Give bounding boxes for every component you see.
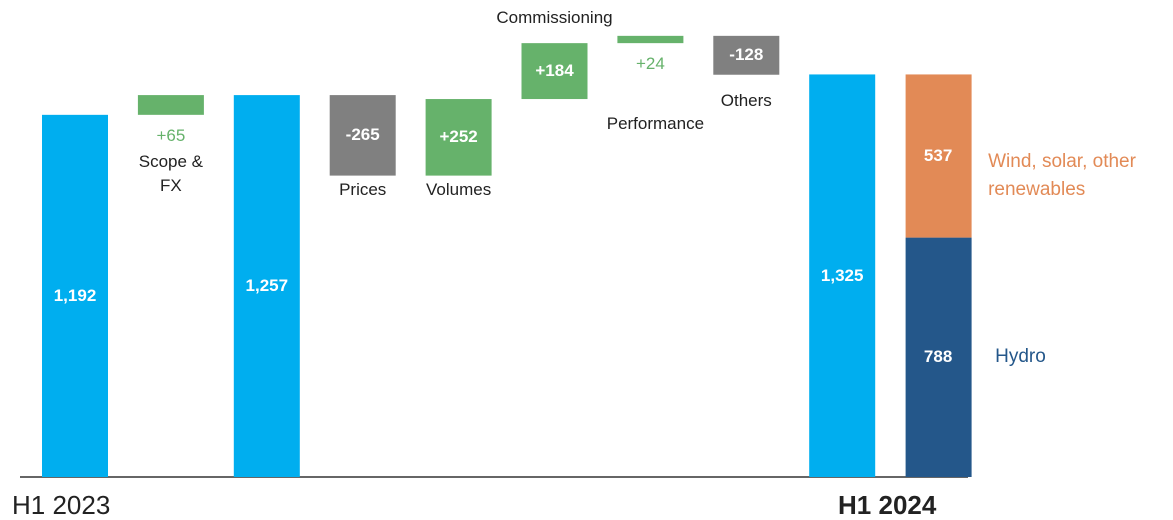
bar [617,35,684,44]
bar [233,95,300,477]
series-label: Hydro [995,346,1046,368]
category-label: Volumes [425,180,492,199]
category-label: Scope & FX [138,152,204,195]
bar [329,95,396,176]
bar [521,43,588,100]
category-label: Performance [606,114,705,133]
stack-segment [905,237,972,477]
category-label: Prices [339,180,387,199]
series-label: Wind, solar, other renewables [988,151,1136,200]
value-label: +184 [535,61,574,81]
bar [42,114,108,477]
value-label: -265 [345,125,380,145]
stack-segment [905,74,972,238]
stack-value-label: 788 [923,347,953,367]
value-label: 1,257 [245,276,289,296]
category-label: H1 2024 [838,490,937,520]
bar [137,95,204,115]
category-label: Others [720,91,772,110]
category-label: Commissioning [496,8,613,27]
value-label: -128 [729,45,764,65]
bar [809,74,876,477]
value-label: 1,192 [53,285,97,305]
value-label: +252 [439,127,478,147]
value-label: 1,325 [820,265,864,285]
bar [425,99,492,176]
value-label: +65 [156,125,186,145]
value-label: +24 [635,54,665,74]
bar [713,35,780,75]
stack-value-label: 537 [923,146,953,165]
category-label: H1 2023 [12,490,111,520]
